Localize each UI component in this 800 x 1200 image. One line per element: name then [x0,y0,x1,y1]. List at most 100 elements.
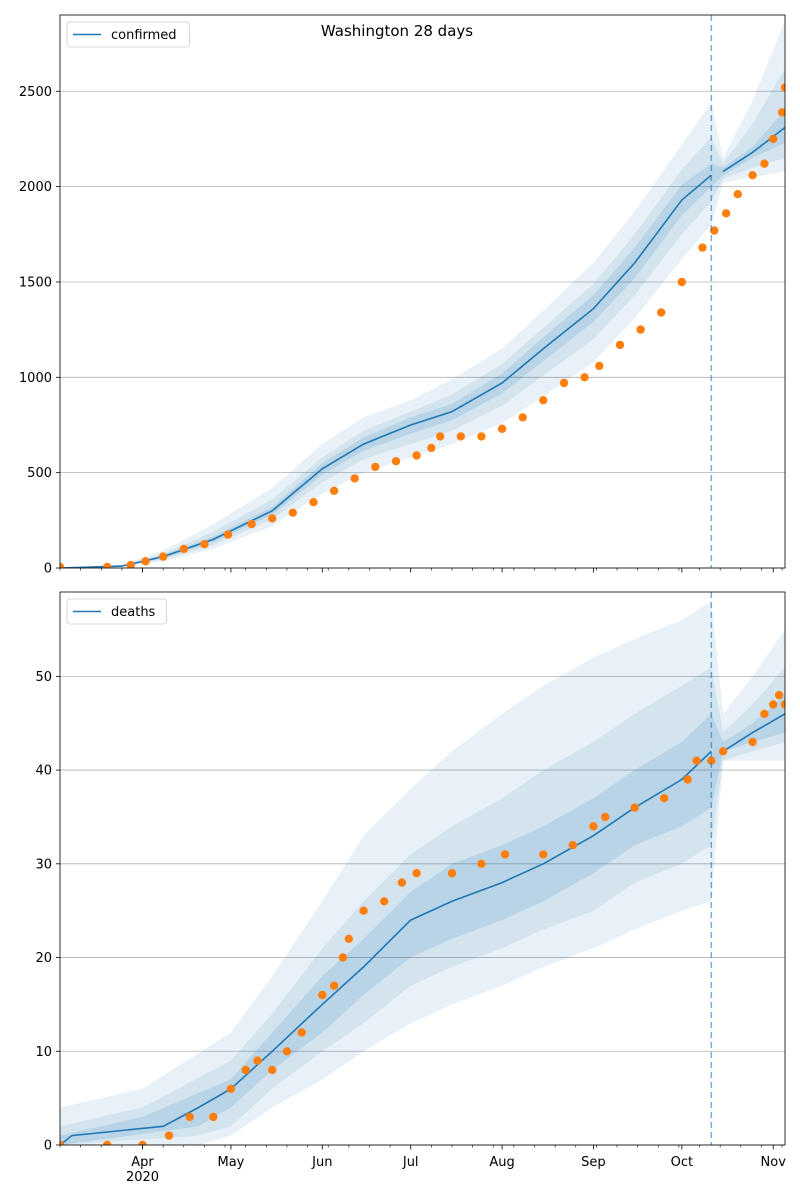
observed-point [683,775,692,784]
observed-point [733,190,742,199]
observed-point [589,822,598,831]
observed-point [297,1028,306,1037]
confidence-band [60,20,785,568]
observed-point [318,990,327,1000]
observed-point [447,869,457,878]
observed-point [268,514,277,523]
model-line [60,174,712,568]
y-tick-label: 1000 [19,371,52,386]
confidence-band [60,667,785,1145]
x-tick-label: May [217,1155,244,1170]
observed-point [657,308,666,317]
y-tick-label: 20 [35,951,52,966]
y-tick-label: 2000 [19,180,52,195]
y-tick-label: 1500 [19,275,52,290]
observed-point [615,340,625,350]
observed-point [580,373,589,382]
x-tick-label: Aug [489,1155,514,1170]
observed-point [209,1112,218,1122]
observed-point [247,519,256,529]
observed-point [780,700,785,709]
x-tick-label: Apr [131,1155,154,1170]
observed-point [630,803,639,812]
observed-point [164,1131,174,1140]
observed-point [636,325,645,334]
observed-point [777,108,785,117]
observed-point [760,159,769,168]
observed-point [60,562,65,568]
observed-point [241,1065,250,1075]
observed-point [568,840,577,850]
observed-point [103,562,112,568]
observed-point [692,756,701,765]
observed-point [359,906,368,915]
observed-point [391,457,401,466]
y-tick-label: 0 [44,562,52,577]
legend-label: confirmed [111,28,177,43]
observed-point [769,134,778,144]
observed-point [774,690,784,700]
x-tick-label: 2020 [126,1170,159,1185]
observed-point [539,396,548,405]
observed-point [309,498,318,507]
observed-point [223,530,233,539]
y-tick-label: 50 [35,670,52,685]
observed-point [412,869,421,878]
observed-point [748,737,757,747]
observed-point [397,878,407,887]
observed-point [159,552,168,561]
observed-point [126,560,135,568]
observed-point [748,171,757,180]
observed-point [559,378,569,388]
y-tick-label: 10 [35,1045,52,1060]
observed-point [200,540,209,549]
observed-point [518,413,527,422]
observed-point [329,486,339,495]
legend: deaths [66,598,167,625]
confidence-band [60,695,785,1145]
observed-point [103,1140,112,1145]
observed-point [282,1047,292,1056]
observed-point [380,897,389,906]
legend-label: deaths [111,605,156,620]
confirmed-panel: 0 500 1000 1500 2000 2500 confirmed [19,14,786,577]
observed-point [427,443,436,453]
observed-point [185,1112,194,1122]
x-tick-label: Oct [671,1155,693,1170]
observed-point [371,462,380,472]
observed-point [477,432,486,441]
observed-point [477,859,486,868]
observed-point [780,83,785,92]
axes-frame [59,591,786,1146]
observed-point [60,1140,65,1145]
y-tick-label: 2500 [19,85,52,100]
observed-point [721,209,731,218]
observed-point [138,1140,147,1145]
observed-point [456,432,465,441]
observed-point [660,794,669,803]
legend-box [66,21,190,48]
observed-point [288,508,297,517]
observed-point [344,934,353,943]
observed-point [141,557,150,566]
observed-point [436,432,445,441]
y-tick-label: 500 [27,466,52,481]
y-tick-label: 30 [35,857,52,872]
observed-point [497,424,507,433]
observed-point [760,709,769,718]
observed-point [698,243,707,252]
observed-point [710,226,719,235]
y-tick-label: 40 [35,764,52,779]
observed-point [179,544,188,554]
confidence-band [60,601,785,1145]
observed-point [539,850,548,859]
observed-point [677,277,686,287]
x-tick-label: Nov [761,1155,787,1170]
x-tick-label: Jun [311,1155,332,1170]
legend-box [66,598,167,625]
observed-point [253,1056,262,1065]
model-line [722,713,785,752]
confidence-band [60,68,785,568]
